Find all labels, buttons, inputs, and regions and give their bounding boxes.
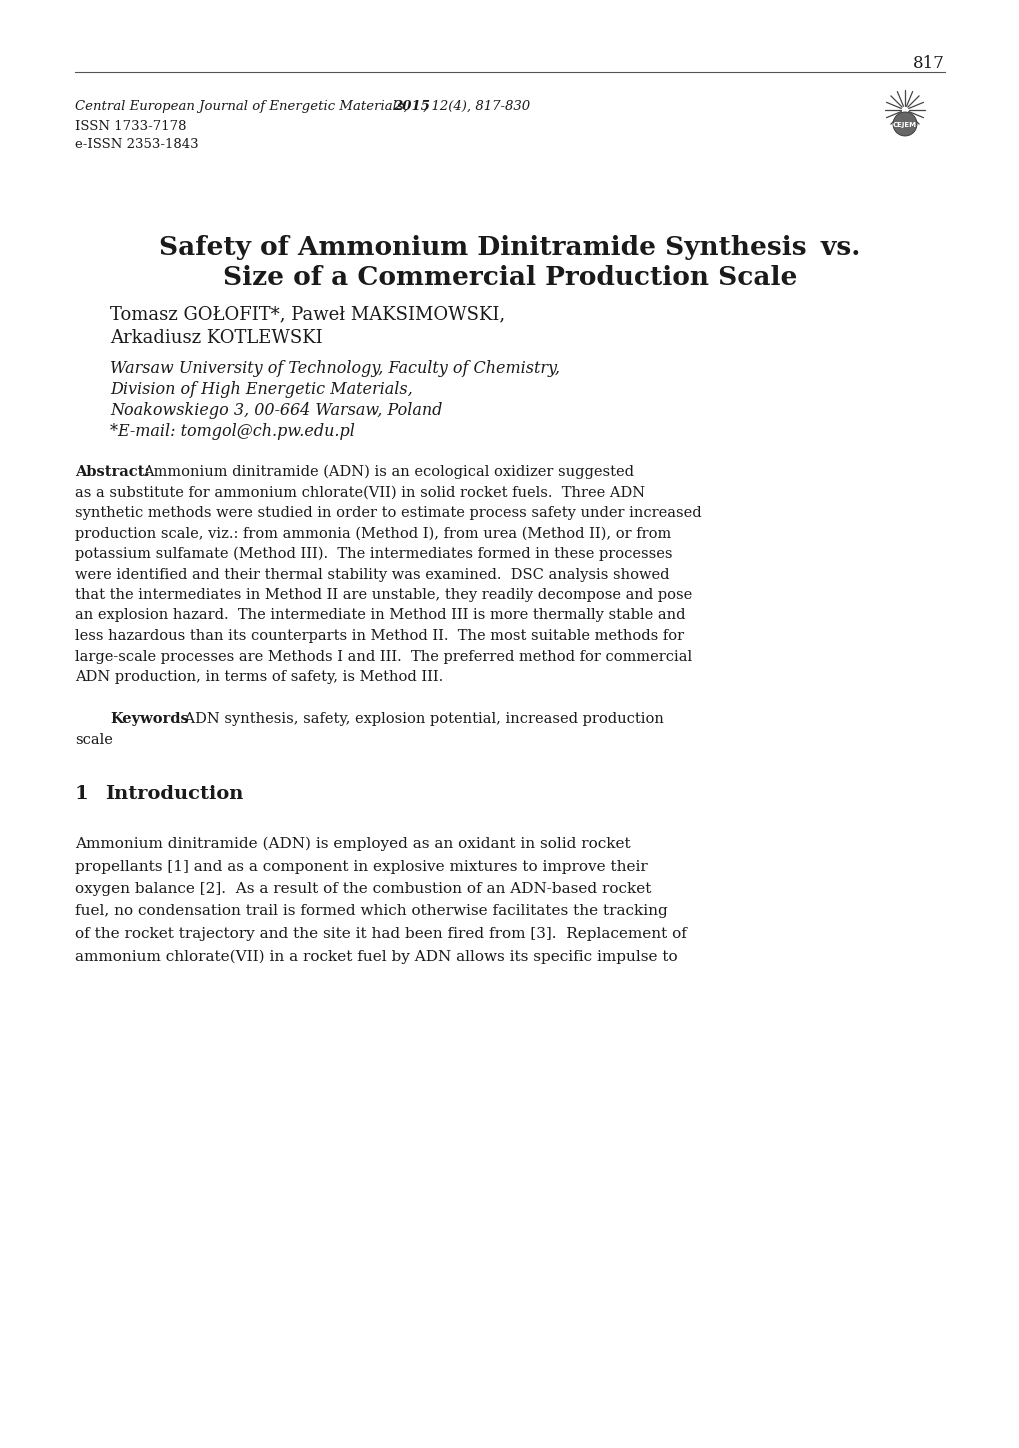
Circle shape <box>892 111 916 136</box>
Text: that the intermediates in Method II are unstable, they readily decompose and pos: that the intermediates in Method II are … <box>75 588 692 602</box>
Text: Introduction: Introduction <box>105 785 244 804</box>
Text: Arkadiusz KOTLEWSKI: Arkadiusz KOTLEWSKI <box>110 329 322 348</box>
Text: : ADN synthesis, safety, explosion potential, increased production: : ADN synthesis, safety, explosion poten… <box>175 712 663 727</box>
Text: ADN production, in terms of safety, is Method III.: ADN production, in terms of safety, is M… <box>75 670 443 683</box>
Text: Keywords: Keywords <box>110 712 189 727</box>
Text: potassium sulfamate (Method III).  The intermediates formed in these processes: potassium sulfamate (Method III). The in… <box>75 547 672 562</box>
Text: 1: 1 <box>75 785 89 804</box>
Text: ISSN 1733-7178: ISSN 1733-7178 <box>75 120 186 133</box>
Text: Size of a Commercial Production Scale: Size of a Commercial Production Scale <box>222 265 797 290</box>
Text: Ammonium dinitramide (ADN) is employed as an oxidant in solid rocket: Ammonium dinitramide (ADN) is employed a… <box>75 837 630 851</box>
Text: Central European Journal of Energetic Materials,: Central European Journal of Energetic Ma… <box>75 100 412 113</box>
Text: as a substitute for ammonium chlorate(VII) in solid rocket fuels.  Three ADN: as a substitute for ammonium chlorate(VI… <box>75 485 644 500</box>
Text: 2015: 2015 <box>392 100 430 113</box>
Text: Abstract:: Abstract: <box>75 465 150 479</box>
Text: ammonium chlorate(VII) in a rocket fuel by ADN allows its specific impulse to: ammonium chlorate(VII) in a rocket fuel … <box>75 950 677 964</box>
Text: Tomasz GOŁOFIT*, Paweł MAKSIMOWSKI,: Tomasz GOŁOFIT*, Paweł MAKSIMOWSKI, <box>110 306 504 323</box>
Text: CEJEM: CEJEM <box>892 122 916 127</box>
Text: Safety of Ammonium Dinitramide Synthesis  vs.: Safety of Ammonium Dinitramide Synthesis… <box>159 235 860 261</box>
Text: fuel, no condensation trail is formed which otherwise facilitates the tracking: fuel, no condensation trail is formed wh… <box>75 905 667 918</box>
Text: scale: scale <box>75 733 113 747</box>
Text: Division of High Energetic Materials,: Division of High Energetic Materials, <box>110 381 413 398</box>
Text: e-ISSN 2353-1843: e-ISSN 2353-1843 <box>75 138 199 151</box>
Text: Ammonium dinitramide (ADN) is an ecological oxidizer suggested: Ammonium dinitramide (ADN) is an ecologi… <box>143 465 634 479</box>
Text: 817: 817 <box>912 55 944 72</box>
Text: , 12(4), 817-830: , 12(4), 817-830 <box>423 100 530 113</box>
Text: propellants [1] and as a component in explosive mixtures to improve their: propellants [1] and as a component in ex… <box>75 860 647 873</box>
Text: Noakowskiego 3, 00-664 Warsaw, Poland: Noakowskiego 3, 00-664 Warsaw, Poland <box>110 403 442 418</box>
Text: less hazardous than its counterparts in Method II.  The most suitable methods fo: less hazardous than its counterparts in … <box>75 628 684 643</box>
Text: of the rocket trajectory and the site it had been fired from [3].  Replacement o: of the rocket trajectory and the site it… <box>75 927 686 941</box>
Text: synthetic methods were studied in order to estimate process safety under increas: synthetic methods were studied in order … <box>75 505 701 520</box>
Text: *E-mail: tomgol@ch.pw.edu.pl: *E-mail: tomgol@ch.pw.edu.pl <box>110 423 355 440</box>
Text: oxygen balance [2].  As a result of the combustion of an ADN-based rocket: oxygen balance [2]. As a result of the c… <box>75 882 651 896</box>
Text: large-scale processes are Methods I and III.  The preferred method for commercia: large-scale processes are Methods I and … <box>75 650 692 663</box>
Text: an explosion hazard.  The intermediate in Method III is more thermally stable an: an explosion hazard. The intermediate in… <box>75 608 685 623</box>
Text: production scale, viz.: from ammonia (Method I), from urea (Method II), or from: production scale, viz.: from ammonia (Me… <box>75 527 671 542</box>
Text: were identified and their thermal stability was examined.  DSC analysis showed: were identified and their thermal stabil… <box>75 568 668 582</box>
Text: Warsaw University of Technology, Faculty of Chemistry,: Warsaw University of Technology, Faculty… <box>110 361 559 376</box>
